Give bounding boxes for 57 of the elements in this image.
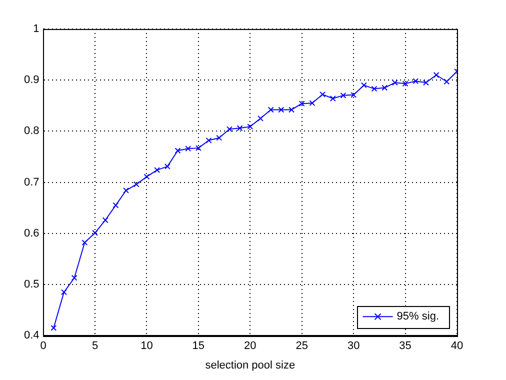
point: [195, 145, 202, 152]
point: [236, 125, 243, 132]
x-axis-title: selection pool size: [205, 359, 296, 372]
x-tick-label: 20: [244, 340, 256, 352]
point: [433, 72, 440, 78]
point: [133, 181, 140, 188]
point: [102, 217, 108, 224]
point: [92, 230, 98, 236]
y-tick-label: 0.6: [24, 227, 40, 240]
x-tick-label: 10: [140, 340, 153, 352]
x-tick-label: 25: [296, 340, 308, 352]
point: [422, 80, 429, 86]
point: [154, 167, 160, 174]
point: [268, 106, 274, 113]
x-tick-label: 35: [399, 340, 412, 352]
point: [185, 146, 192, 152]
point: [340, 92, 346, 98]
point: [144, 174, 150, 180]
y-tick-label: 0.7: [24, 176, 40, 188]
point: [320, 91, 326, 98]
y-tick-label: 0.4: [24, 330, 40, 342]
point: [112, 202, 119, 208]
point: [371, 86, 378, 92]
point: [226, 126, 232, 132]
point: [216, 134, 222, 141]
point: [50, 324, 57, 331]
x-tick-label: 0: [40, 340, 46, 352]
point: [298, 100, 305, 107]
point: [309, 100, 316, 106]
point: [174, 148, 181, 154]
y-tick-label: 0.9: [24, 74, 40, 86]
point: [278, 106, 284, 113]
point: [382, 84, 388, 91]
x-tick-label: 15: [192, 340, 205, 352]
point: [247, 124, 254, 130]
point: [392, 80, 398, 86]
point: [258, 115, 264, 122]
y-tick-label: 1: [33, 23, 40, 36]
point: [412, 78, 419, 84]
point: [350, 92, 357, 98]
legend-label: 95% sig.: [396, 310, 440, 323]
point: [206, 137, 212, 144]
point: [123, 188, 130, 194]
point: [360, 82, 367, 88]
point: [444, 78, 450, 85]
point: [82, 240, 88, 246]
point: [71, 274, 78, 281]
point: [330, 96, 336, 102]
y-tick-label: 0.8: [24, 125, 40, 138]
point: [61, 289, 67, 296]
point: [164, 163, 170, 170]
point: [402, 80, 408, 87]
x-tick-label: 40: [450, 340, 464, 352]
x-tick-label: 30: [347, 340, 360, 352]
y-tick-label: 0.5: [24, 278, 40, 291]
point: [288, 106, 294, 113]
x-tick-label: 5: [92, 340, 98, 352]
